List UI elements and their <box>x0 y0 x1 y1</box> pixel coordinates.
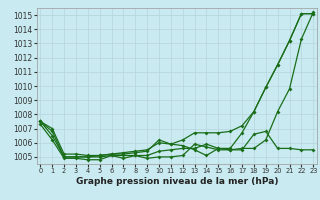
X-axis label: Graphe pression niveau de la mer (hPa): Graphe pression niveau de la mer (hPa) <box>76 177 278 186</box>
